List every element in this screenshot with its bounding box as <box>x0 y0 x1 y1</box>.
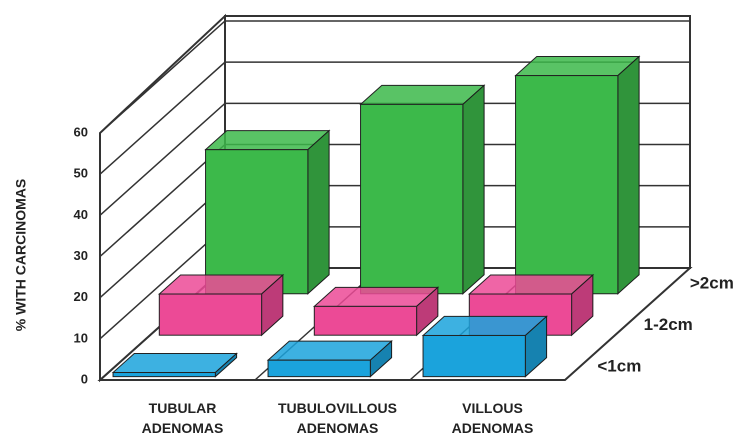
x-tick-label: VILLOUS ADENOMAS <box>451 400 534 436</box>
bar-side <box>462 84 485 295</box>
bar <box>422 334 526 378</box>
y-tick-label: 10 <box>74 330 88 345</box>
bar <box>112 372 216 378</box>
bar <box>205 149 309 295</box>
legend-label: 1-2cm <box>644 315 693 334</box>
bar <box>360 103 464 295</box>
bar-side <box>307 129 330 295</box>
bar <box>515 75 619 295</box>
x-tick-label: TUBULAR ADENOMAS <box>141 400 224 436</box>
y-tick-label: 30 <box>74 248 88 263</box>
x-tick-label: TUBULOVILLOUS ADENOMAS <box>278 400 397 436</box>
legend-label: <1cm <box>597 357 641 376</box>
bar <box>158 293 263 336</box>
y-tick-label: 60 <box>74 124 88 139</box>
bar <box>267 359 371 378</box>
y-tick-label: 0 <box>81 371 88 386</box>
bar-side <box>617 55 640 295</box>
y-tick-label: 50 <box>74 166 88 181</box>
y-axis-label: % WITH CARCINOMAS <box>13 179 29 331</box>
legend-label: >2cm <box>690 274 734 293</box>
y-tick-label: 40 <box>74 207 88 222</box>
grid-line <box>99 20 690 134</box>
y-tick-label: 20 <box>74 289 88 304</box>
bar <box>313 305 418 336</box>
